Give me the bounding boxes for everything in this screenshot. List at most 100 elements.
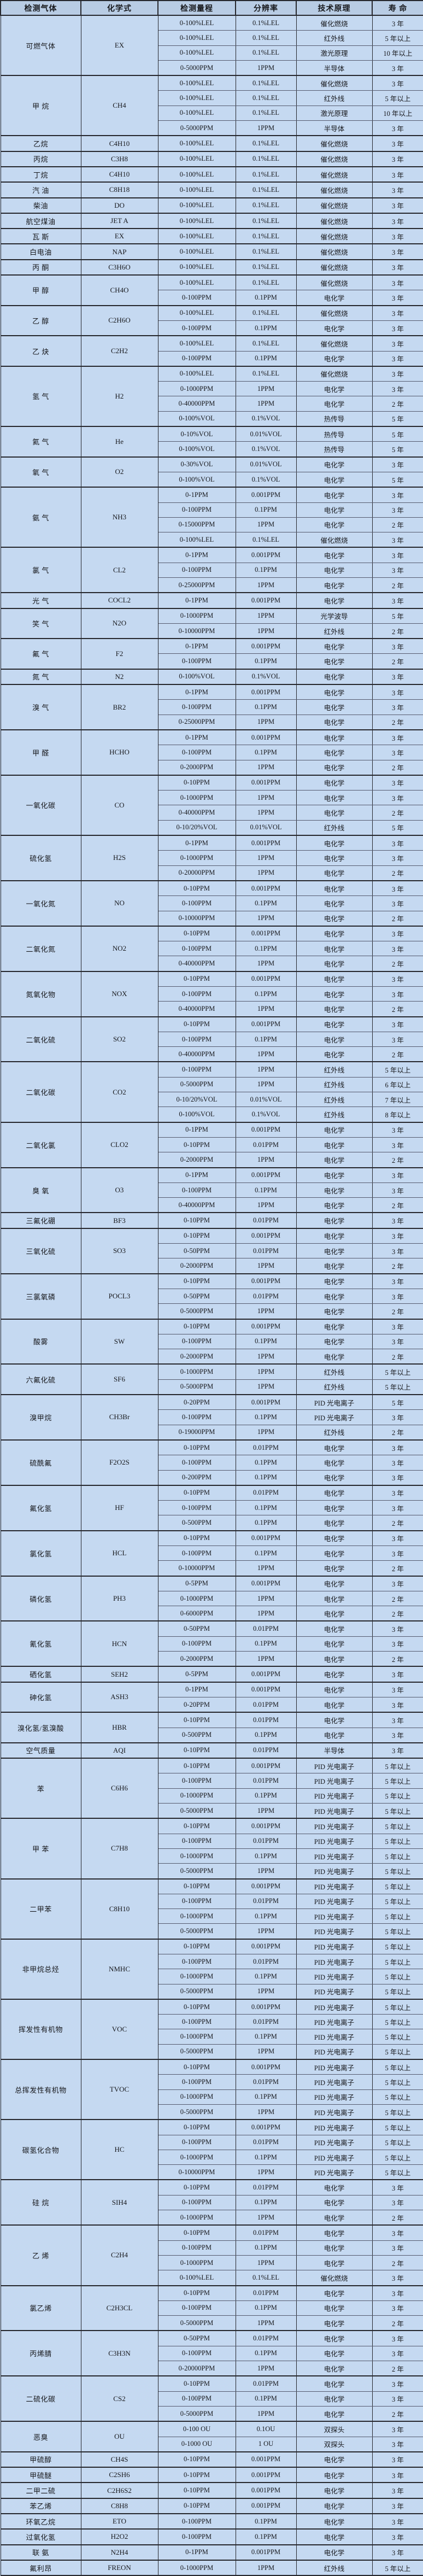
principle-cell: PID 光电离子 <box>296 2014 373 2030</box>
formula-cell: SO2 <box>80 1016 158 1062</box>
formula-cell: CO2 <box>80 1061 158 1123</box>
table-row: 乙烷 C4H10 0-100%LEL 0.1%LEL 催化燃烧 3 年 <box>0 135 423 152</box>
principle-cell: PID 光电离子 <box>296 1983 373 2000</box>
table-row: 0-100%VOL 0.1%VOL 热传导 5 年 <box>1 441 423 458</box>
resolution-cell: 0.1PPM <box>235 2029 297 2045</box>
table-row: 0-200PPM 0.1PPM 电化学 3 年 <box>1 1470 423 1486</box>
gas-name-cell: 氮氧化物 <box>0 970 81 1017</box>
formula-cell: C2H6S2 <box>80 2482 158 2499</box>
lifespan-cell: 3 年 <box>372 1273 423 1289</box>
principle-cell: PID 光电离子 <box>296 1998 373 2015</box>
principle-cell: 电化学 <box>296 941 373 957</box>
lifespan-cell: 3 年 <box>372 2391 423 2407</box>
gas-name-cell: 光 气 <box>0 592 81 609</box>
range-cell: 0-100PPM <box>157 1893 236 1910</box>
range-cell: 0-5000PPM <box>157 2104 236 2120</box>
table-row: 0-15000PPM 1PPM 电化学 2 年 <box>1 517 423 533</box>
lifespan-cell: 2 年 <box>372 1651 423 1667</box>
range-cell: 0-2000PPM <box>157 759 236 776</box>
lifespan-cell: 3 年 <box>372 1545 423 1561</box>
resolution-cell: 1PPM <box>235 60 297 76</box>
range-cell: 0-1PPM <box>157 638 236 654</box>
resolution-cell: 1PPM <box>235 1606 297 1621</box>
principle-cell: PID 光电离子 <box>296 1803 373 1819</box>
resolution-cell: 1PPM <box>235 1803 297 1819</box>
range-cell: 0-20PPM <box>157 1394 236 1410</box>
lifespan-cell: 3 年 <box>372 2482 423 2499</box>
resolution-cell: 0.1PPM <box>235 2528 297 2545</box>
resolution-cell: 0.01%VOL <box>235 1092 297 1108</box>
range-cell: 0-100%LEL <box>157 228 236 244</box>
gas-name-cell: 甲 醇 <box>0 274 81 306</box>
table-row: 0-1000PPM 1PPM 电化学 3 年 <box>1 850 423 866</box>
table-row: 丙烷 C3H8 0-100%LEL 0.1%LEL 催化燃烧 3 年 <box>0 150 423 167</box>
lifespan-cell: 3 年 <box>372 1484 423 1501</box>
table-row: 溴化氢/氢溴酸 HBR 0-10PPM 0.01PPM 电化学 3 年 <box>0 1712 423 1743</box>
formula-cell: POCL3 <box>80 1273 158 1320</box>
lifespan-cell: 3 年 <box>372 562 423 578</box>
resolution-cell: 0.1%LEL <box>235 305 297 321</box>
principle-cell: PID 光电离子 <box>296 2119 373 2135</box>
range-cell: 0-100%LEL <box>157 305 236 321</box>
table-row: 甲 醇 CH4O 0-100%LEL 0.1%LEL 催化燃烧 3 年 <box>0 274 423 306</box>
principle-cell: 红外线 <box>296 1092 373 1108</box>
lifespan-cell: 3 年 <box>372 2528 423 2545</box>
resolution-cell: 1PPM <box>235 2044 297 2060</box>
range-cell: 0-100PPM <box>157 320 236 336</box>
principle-cell: 电化学 <box>296 729 373 746</box>
lifespan-cell: 2 年 <box>372 2210 423 2226</box>
table-row: 0-100PPM 0.01PPM PID 光电离子 5 年以上 <box>1 1953 423 1970</box>
table-row: 0-10/20%VOL 0.01%VOL 红外线 5 年 <box>1 819 423 836</box>
formula-cell: O2 <box>80 456 158 488</box>
gas-name-cell: 乙 烯 <box>0 2224 81 2286</box>
table-row: 酸雾 SW 0-10PPM 0.001PPM 电化学 3 年 <box>0 1318 423 1365</box>
table-row: 0-100PPM 0.01PPM PID 光电离子 5 年以上 <box>1 1893 423 1910</box>
lifespan-cell: 2 年 <box>372 396 423 412</box>
principle-cell: 电化学 <box>296 774 373 791</box>
range-cell: 0-100PPM <box>157 1455 236 1471</box>
table-row: 0-40000PPM 1PPM 电化学 2 年 <box>1 805 423 821</box>
lifespan-cell: 3 年 <box>372 2240 423 2256</box>
table-row: 0-100PPM 0.1PPM 电化学 3 年 <box>1 290 423 306</box>
header-resolution: 分辨率 <box>235 0 297 16</box>
principle-cell: 红外线 <box>296 2559 373 2576</box>
principle-cell: 电化学 <box>296 1197 373 1213</box>
resolution-cell: 0.1%LEL <box>235 228 297 244</box>
lifespan-cell: 5 年以上 <box>372 1833 423 1849</box>
range-cell: 0-10PPM <box>157 1227 236 1244</box>
lifespan-cell: 5 年以上 <box>372 2119 423 2135</box>
principle-cell: 电化学 <box>296 1681 373 1697</box>
range-cell: 0-100%LEL <box>157 150 236 167</box>
table-row: 溴甲烷 CH3Br 0-20PPM 0.001PPM PID 光电离子 5 年 <box>0 1394 423 1441</box>
lifespan-cell: 3 年 <box>372 1439 423 1456</box>
resolution-cell: 1PPM <box>235 2255 297 2271</box>
range-cell: 0-100%LEL <box>157 182 236 198</box>
principle-cell: 电化学 <box>296 1349 373 1365</box>
table-row: 0-100PPM 0.1PPM 电化学 3 年 <box>1 2300 423 2316</box>
resolution-cell: 0.001PPM <box>235 1575 297 1591</box>
principle-cell: 电化学 <box>296 759 373 776</box>
lifespan-cell: 2 年 <box>372 1001 423 1017</box>
formula-cell: C2SH6 <box>80 2467 158 2483</box>
gas-name-cell: 酸雾 <box>0 1318 81 1365</box>
table-row: 三氯氧磷 POCL3 0-10PPM 0.001PPM 电化学 3 年 <box>0 1273 423 1320</box>
principle-cell: 电化学 <box>296 2528 373 2545</box>
principle-cell: 电化学 <box>296 502 373 518</box>
resolution-cell: 0.1PPM <box>235 2345 297 2362</box>
principle-cell: 电化学 <box>296 1712 373 1728</box>
range-cell: 0-10PPM <box>157 1137 236 1153</box>
principle-cell: PID 光电离子 <box>296 1893 373 1910</box>
resolution-cell: 0.01PPM <box>235 2224 297 2241</box>
range-cell: 0-1000PPM <box>157 2559 236 2576</box>
lifespan-cell: 3 年 <box>372 1318 423 1334</box>
table-row: 0-100PPM 0.01PPM PID 光电离子 5 年以上 <box>1 2014 423 2030</box>
lifespan-cell: 10 年以上 <box>372 105 423 121</box>
resolution-cell: 0.1%LEL <box>235 335 297 352</box>
table-row: 0-1000PPM 0.1PPM PID 光电离子 5 年以上 <box>1 1969 423 1984</box>
table-row: 0-20PPM 0.01PPM 电化学 3 年 <box>1 1696 423 1713</box>
lifespan-cell: 2 年 <box>372 2255 423 2271</box>
principle-cell: 电化学 <box>296 2513 373 2530</box>
principle-cell: 电化学 <box>296 1273 373 1289</box>
principle-cell: 电化学 <box>296 2375 373 2392</box>
range-cell: 0-100%LEL <box>157 335 236 352</box>
